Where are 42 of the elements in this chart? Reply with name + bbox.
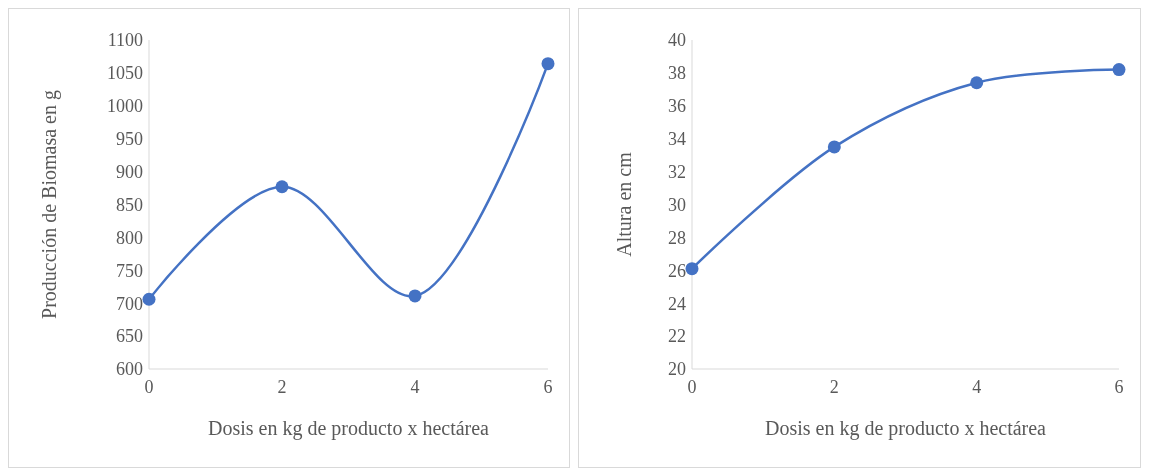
y-tick-label: 28 [668, 227, 686, 248]
y-tick-label: 700 [116, 293, 143, 314]
y-tick-label: 30 [668, 194, 686, 215]
y-tick-label: 36 [668, 96, 686, 117]
point [685, 262, 699, 276]
x-tick-label: 6 [543, 377, 553, 397]
y-tick-label: 1000 [107, 96, 143, 117]
y-tick-label: 750 [116, 260, 143, 281]
point [408, 289, 422, 303]
x-tick-label: 0 [144, 377, 154, 397]
y-tick-label: 38 [668, 63, 686, 84]
y-tick-label: 1100 [107, 30, 143, 51]
y-tick-label: 950 [116, 129, 143, 149]
point [827, 140, 841, 154]
y-tick-label: 20 [668, 359, 686, 380]
x-tick-label: 4 [410, 377, 420, 397]
x-tick-label: 2 [277, 377, 287, 397]
y-tick-label: 40 [668, 30, 686, 51]
y-tick-label: 650 [116, 326, 143, 347]
point [275, 180, 289, 194]
point [142, 292, 156, 306]
point [541, 57, 555, 71]
x-tick-label: 2 [829, 377, 839, 397]
y-tick-label: 34 [668, 129, 686, 149]
y-tick-label: 32 [668, 161, 686, 182]
y-tick-label: 800 [116, 227, 143, 248]
y-axis-title: Producción de Biomasa en g [38, 90, 61, 319]
y-tick-label: 900 [116, 161, 143, 182]
y-tick-label: 850 [116, 194, 143, 215]
point [1112, 63, 1126, 77]
x-tick-label: 6 [1114, 377, 1124, 397]
x-axis-title: Dosis en kg de producto x hectárea [764, 417, 1047, 440]
x-tick-label: 0 [687, 377, 697, 397]
y-tick-label: 24 [668, 293, 686, 314]
y-tick-label: 22 [668, 326, 686, 347]
x-axis-title: Dosis en kg de producto x hectárea [207, 417, 490, 440]
x-tick-label: 4 [972, 377, 982, 397]
point [970, 76, 984, 90]
y-tick-label: 26 [668, 260, 686, 281]
y-tick-label: 600 [116, 359, 143, 380]
y-axis-title: Altura en cm [613, 151, 635, 257]
y-tick-label: 1050 [107, 63, 143, 84]
